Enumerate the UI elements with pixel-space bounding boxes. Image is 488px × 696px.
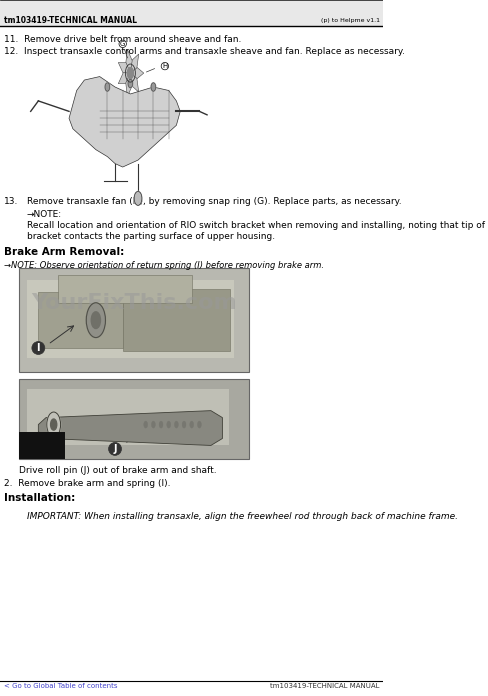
Text: YourFixThis.com: YourFixThis.com: [31, 293, 237, 313]
Text: G: G: [120, 41, 125, 47]
Text: Recall location and orientation of RIO switch bracket when removing and installi: Recall location and orientation of RIO s…: [27, 221, 484, 230]
Circle shape: [151, 421, 155, 428]
FancyBboxPatch shape: [19, 432, 65, 459]
Text: IMPORTANT: When installing transaxle, align the freewheel rod through back of ma: IMPORTANT: When installing transaxle, al…: [27, 512, 457, 521]
Circle shape: [105, 83, 109, 91]
Text: Remove transaxle fan (H), by removing snap ring (G). Replace parts, as necessary: Remove transaxle fan (H), by removing sn…: [27, 197, 401, 206]
FancyBboxPatch shape: [58, 275, 191, 303]
Text: Installation:: Installation:: [4, 493, 75, 503]
FancyBboxPatch shape: [19, 379, 249, 459]
Text: Brake Arm Removal:: Brake Arm Removal:: [4, 247, 124, 257]
Text: Drive roll pin (J) out of brake arm and shaft.: Drive roll pin (J) out of brake arm and …: [19, 466, 216, 475]
Text: 12.  Inspect transaxle control arms and transaxle sheave and fan. Replace as nec: 12. Inspect transaxle control arms and t…: [4, 47, 404, 56]
Text: H: H: [162, 63, 167, 69]
Text: →NOTE: Observe orientation of return spring (I) before removing brake arm.: →NOTE: Observe orientation of return spr…: [4, 261, 323, 270]
Circle shape: [127, 68, 133, 79]
Circle shape: [86, 303, 105, 338]
Text: 11.  Remove drive belt from around sheave and fan.: 11. Remove drive belt from around sheave…: [4, 35, 241, 45]
Polygon shape: [130, 67, 143, 79]
Polygon shape: [38, 411, 222, 445]
Text: tm103419-TECHNICAL MANUAL: tm103419-TECHNICAL MANUAL: [4, 16, 137, 24]
Circle shape: [197, 421, 201, 428]
Circle shape: [189, 421, 193, 428]
Text: < Go to Global Table of contents: < Go to Global Table of contents: [4, 683, 117, 688]
Polygon shape: [118, 72, 130, 84]
Circle shape: [47, 412, 61, 437]
Circle shape: [151, 83, 155, 91]
Circle shape: [182, 421, 185, 428]
Polygon shape: [118, 63, 130, 74]
Polygon shape: [125, 73, 132, 97]
Circle shape: [91, 312, 100, 329]
Text: 13.: 13.: [4, 197, 18, 206]
Circle shape: [159, 421, 163, 428]
FancyBboxPatch shape: [27, 280, 233, 358]
FancyBboxPatch shape: [0, 0, 383, 26]
Text: 2.  Remove brake arm and spring (I).: 2. Remove brake arm and spring (I).: [4, 479, 170, 488]
FancyBboxPatch shape: [38, 292, 122, 348]
FancyBboxPatch shape: [122, 289, 229, 351]
FancyBboxPatch shape: [19, 268, 249, 372]
Text: J: J: [113, 444, 117, 454]
FancyBboxPatch shape: [27, 390, 229, 445]
Polygon shape: [125, 49, 132, 73]
Circle shape: [51, 419, 57, 430]
Polygon shape: [130, 73, 139, 92]
Circle shape: [174, 421, 178, 428]
Text: I: I: [37, 343, 40, 353]
Polygon shape: [69, 77, 180, 167]
Text: (p) to Helpme v1.1: (p) to Helpme v1.1: [320, 17, 379, 23]
Circle shape: [143, 421, 147, 428]
Text: bracket contacts the parting surface of upper housing.: bracket contacts the parting surface of …: [27, 232, 274, 242]
Circle shape: [166, 421, 170, 428]
Circle shape: [128, 79, 132, 88]
Text: tm103419-TECHNICAL MANUAL: tm103419-TECHNICAL MANUAL: [269, 683, 379, 688]
Circle shape: [134, 191, 142, 205]
Text: →NOTE:: →NOTE:: [27, 210, 62, 219]
Polygon shape: [130, 54, 139, 73]
